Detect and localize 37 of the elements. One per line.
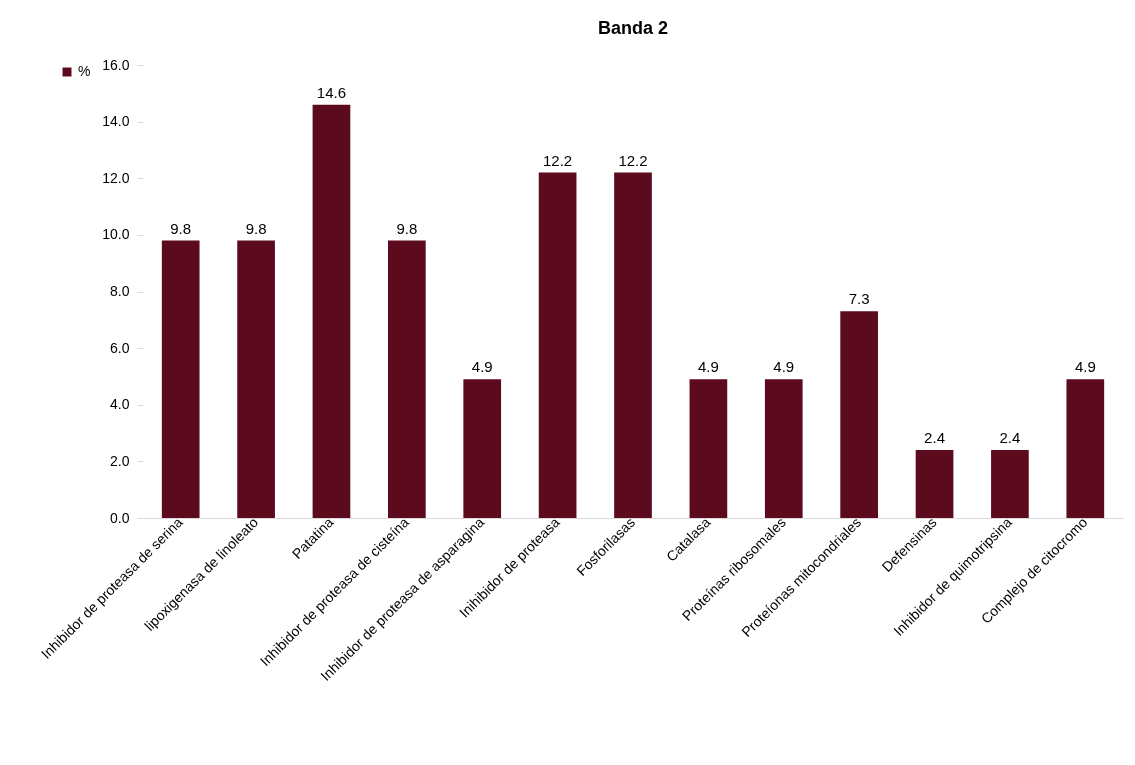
data-label: 14.6 [316, 83, 347, 101]
data-label: 4.9 [471, 358, 493, 376]
bar [915, 450, 954, 518]
data-label: 2.4 [999, 429, 1021, 447]
y-tick-label: 16.0 [102, 56, 130, 73]
y-tick-label: 0.0 [110, 509, 130, 526]
bar [312, 104, 351, 518]
data-label: 7.3 [848, 290, 870, 308]
data-label: 4.9 [773, 358, 795, 376]
y-tick-label: 8.0 [110, 283, 130, 299]
y-tick-label: 4.0 [110, 396, 130, 413]
bar [538, 172, 577, 518]
bar [237, 240, 275, 518]
y-tick-label: 14.0 [102, 113, 130, 130]
bar [463, 379, 502, 518]
bar [991, 450, 1029, 518]
data-label: 9.8 [245, 219, 267, 237]
y-tick-label: 10.0 [102, 226, 130, 243]
chart-title: Banda 2 [597, 18, 669, 38]
data-label: 12.2 [618, 151, 648, 169]
bar [1066, 379, 1105, 518]
bar [764, 379, 803, 518]
data-label: 12.2 [543, 151, 573, 169]
y-tick-label: 12.0 [102, 169, 130, 186]
bar [689, 379, 728, 518]
data-label: 9.8 [170, 219, 192, 237]
bar [161, 240, 200, 518]
data-label: 4.9 [1074, 358, 1096, 376]
bar [614, 172, 652, 518]
y-tick-label: 2.0 [110, 452, 130, 469]
data-label: 2.4 [924, 429, 945, 447]
y-tick-label: 6.0 [110, 339, 130, 356]
legend-label: % [78, 63, 91, 79]
bar [388, 240, 426, 518]
bar [840, 311, 878, 518]
data-label: 4.9 [697, 358, 719, 376]
data-label: 9.8 [396, 219, 418, 237]
